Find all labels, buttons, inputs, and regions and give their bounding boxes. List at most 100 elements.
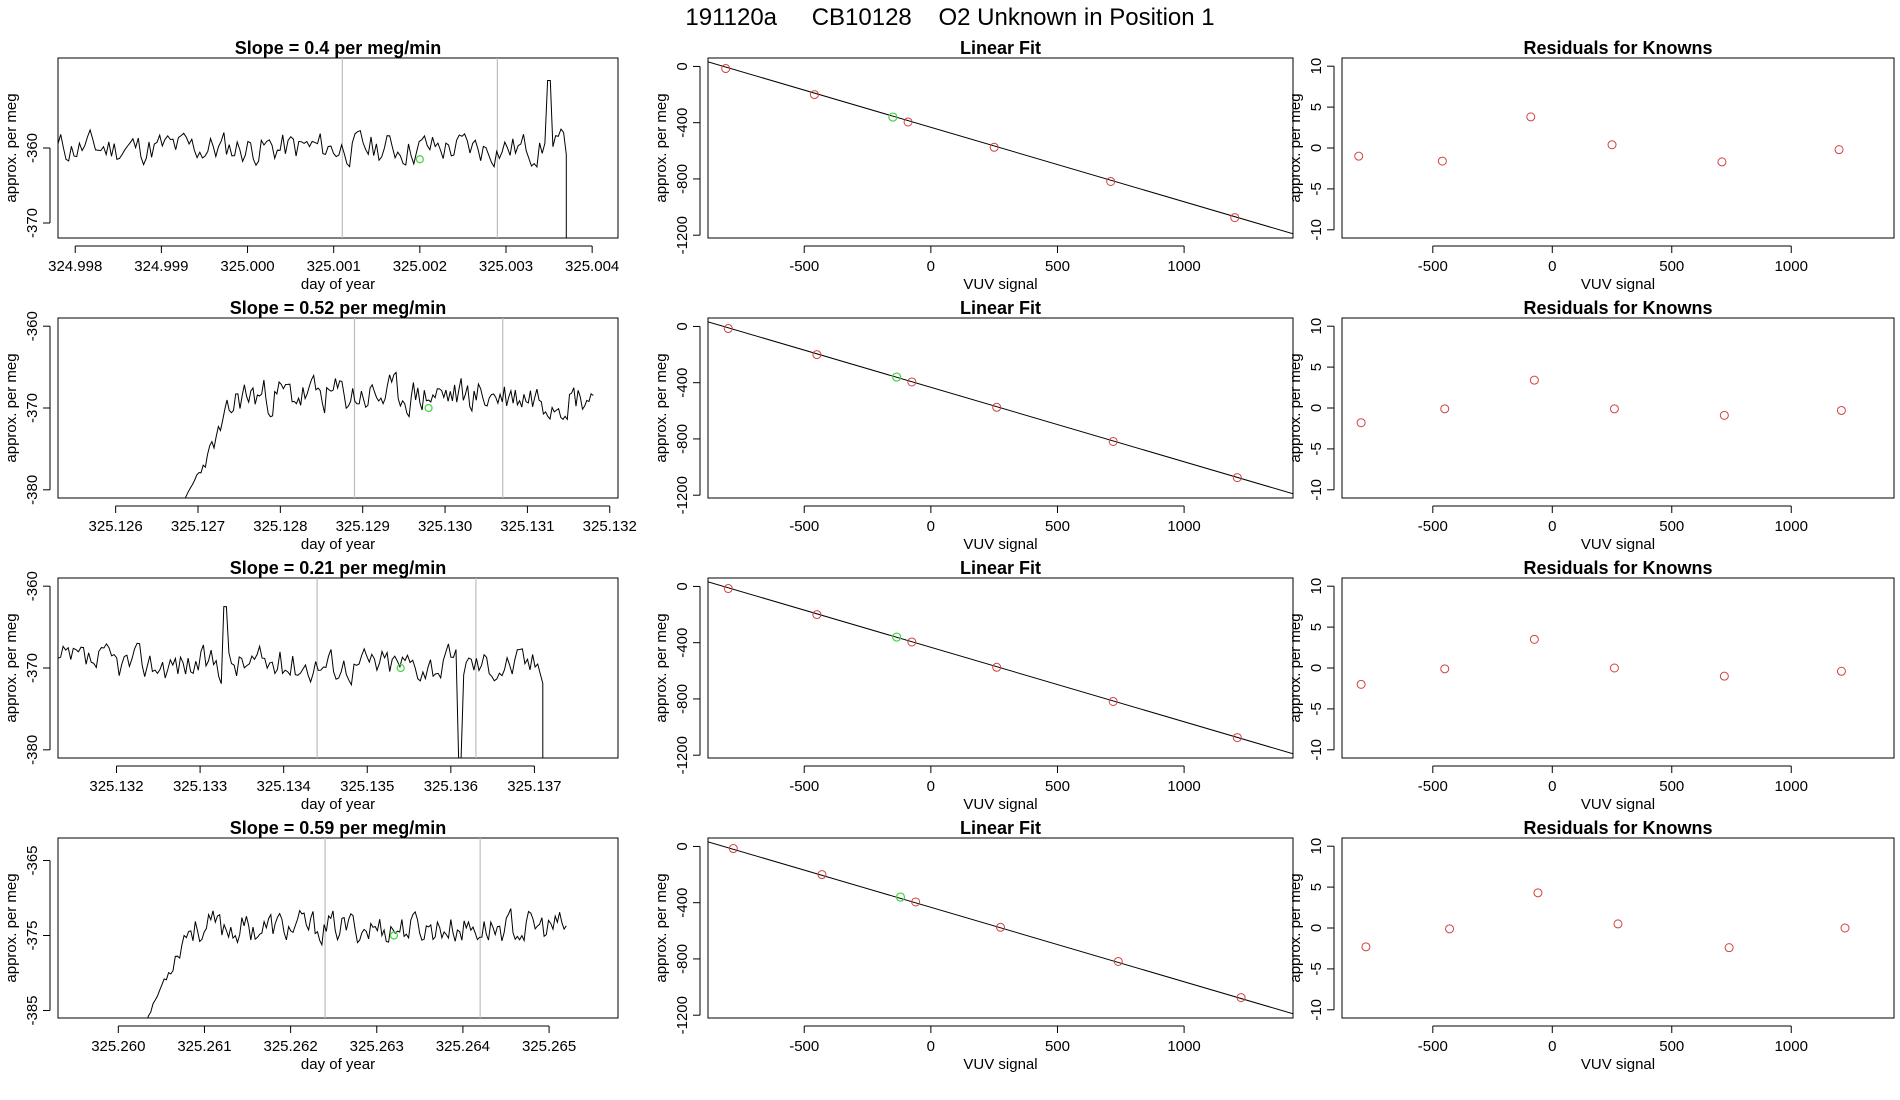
run-id: 191120a: [685, 4, 777, 31]
residual-point: [1836, 666, 1846, 676]
x-axis-label: day of year: [301, 536, 375, 553]
plot-content: [1361, 888, 1850, 953]
x-tick-label: 325.261: [177, 1038, 231, 1055]
x-tick-label: 325.133: [173, 778, 227, 795]
plot-content: [1356, 634, 1846, 689]
plot-frame: [1341, 317, 1895, 499]
x-axis: -500 0 500 1000 VUV signal: [1418, 505, 1808, 553]
y-tick-label: -1200: [674, 216, 691, 254]
plot-panel-1-1: Slope = 0.4 per meg/min 324.998 324.999 325…: [3, 38, 619, 293]
x-axis-label: VUV signal: [1581, 276, 1655, 293]
x-tick-label: 325.127: [171, 518, 225, 535]
known-standard-point: [1230, 213, 1240, 223]
panel-title: Slope = 0.59 per meg/min: [230, 818, 447, 838]
x-axis-label: VUV signal: [963, 536, 1037, 553]
plot-frame: [1341, 57, 1895, 239]
residual-point: [1613, 919, 1623, 929]
panel-title: Linear Fit: [960, 298, 1041, 318]
known-standard-point: [1108, 436, 1118, 446]
residual-point: [1529, 634, 1539, 644]
plot-panel-2-3: Residuals for Knowns -500 0 500 1000 VUV sign…: [1287, 298, 1895, 553]
x-tick-label: 325.134: [257, 778, 311, 795]
y-tick-label: -380: [24, 735, 41, 765]
plot-content: [708, 61, 1293, 235]
x-axis-label: day of year: [301, 276, 375, 293]
y-tick-label: 10: [1308, 318, 1325, 335]
y-tick-label: -400: [674, 368, 691, 398]
x-tick-label: 325.004: [565, 258, 619, 275]
plot-content: [708, 841, 1293, 1015]
plot-frame: [1341, 577, 1895, 759]
x-tick-label: 325.135: [340, 778, 394, 795]
y-tick-label: -800: [674, 164, 691, 194]
residual-point: [1717, 157, 1727, 167]
x-tick-label: 1000: [1775, 778, 1808, 795]
plot-panel-4-2: Linear Fit -500 0 500 1000 VUV signal 0 -400 -80…: [653, 818, 1294, 1073]
y-tick-label: 0: [1308, 404, 1325, 412]
y-tick-label: -10: [1308, 999, 1325, 1021]
x-axis: -500 0 500 1000 VUV signal: [1418, 1025, 1808, 1073]
x-axis-label: VUV signal: [1581, 536, 1655, 553]
x-tick-label: 325.263: [350, 1038, 404, 1055]
plot-content: [1354, 112, 1844, 167]
residual-point: [1836, 405, 1846, 415]
x-tick-label: 0: [1548, 518, 1556, 535]
y-axis-label: approx. per meg: [653, 873, 670, 982]
x-tick-label: 500: [1045, 1038, 1070, 1055]
plot-content: [1356, 375, 1846, 428]
x-tick-label: 325.000: [220, 258, 274, 275]
panel-title: Slope = 0.52 per meg/min: [230, 298, 447, 318]
x-tick-label: 1000: [1167, 518, 1200, 535]
unknown-sample-point: [888, 112, 898, 122]
x-tick-label: 325.262: [263, 1038, 317, 1055]
y-axis-label: approx. per meg: [3, 613, 20, 722]
x-tick-label: 325.130: [418, 518, 472, 535]
residual-point: [1356, 679, 1366, 689]
x-tick-label: 325.132: [583, 518, 637, 535]
x-tick-label: 325.001: [307, 258, 361, 275]
residual-point: [1834, 145, 1844, 155]
regression-line: [708, 61, 1293, 235]
x-tick-label: 325.002: [393, 258, 447, 275]
x-tick-label: 324.998: [48, 258, 102, 275]
y-axis-label: approx. per meg: [3, 93, 20, 202]
x-tick-label: 500: [1659, 258, 1684, 275]
y-tick-label: 0: [1308, 144, 1325, 152]
plot-frame: [707, 317, 1294, 499]
unknown-sample-point: [389, 931, 399, 940]
known-standard-point: [989, 142, 999, 152]
x-tick-label: -500: [789, 778, 819, 795]
plot-content: [147, 838, 567, 1018]
known-standard-point: [903, 117, 913, 127]
y-tick-label: -380: [24, 475, 41, 505]
y-tick-label: -400: [674, 888, 691, 918]
known-standard-point: [907, 637, 917, 647]
x-axis: -500 0 500 1000 VUV signal: [789, 765, 1201, 813]
y-tick-label: 10: [1308, 578, 1325, 595]
x-tick-label: 500: [1045, 778, 1070, 795]
panel-title: Slope = 0.21 per meg/min: [230, 558, 447, 578]
y-axis-label: approx. per meg: [653, 613, 670, 722]
residual-point: [1437, 156, 1447, 166]
x-tick-label: 1000: [1167, 778, 1200, 795]
y-axis-label: approx. per meg: [1287, 873, 1304, 982]
residual-point: [1533, 888, 1543, 898]
y-tick-label: -370: [24, 653, 41, 683]
y-tick-label: 5: [1308, 883, 1325, 891]
known-standard-point: [1106, 176, 1116, 186]
y-tick-label: 10: [1308, 58, 1325, 75]
x-tick-label: -500: [1418, 1038, 1448, 1055]
x-tick-label: 0: [927, 258, 935, 275]
x-tick-label: 325.003: [479, 258, 533, 275]
x-tick-label: 325.264: [436, 1038, 490, 1055]
residual-point: [1609, 404, 1619, 414]
y-tick-label: -800: [674, 684, 691, 714]
x-tick-label: 325.265: [522, 1038, 576, 1055]
known-standard-point: [907, 377, 917, 387]
y-tick-label: -360: [24, 311, 41, 341]
plot-panel-2-2: Linear Fit -500 0 500 1000 VUV signal 0 -400 -80…: [653, 298, 1294, 553]
x-axis: 324.998 324.999 325.000 325.001 325.002 325.0…: [48, 245, 619, 293]
y-tick-label: -400: [674, 108, 691, 138]
y-tick-label: 5: [1308, 623, 1325, 631]
